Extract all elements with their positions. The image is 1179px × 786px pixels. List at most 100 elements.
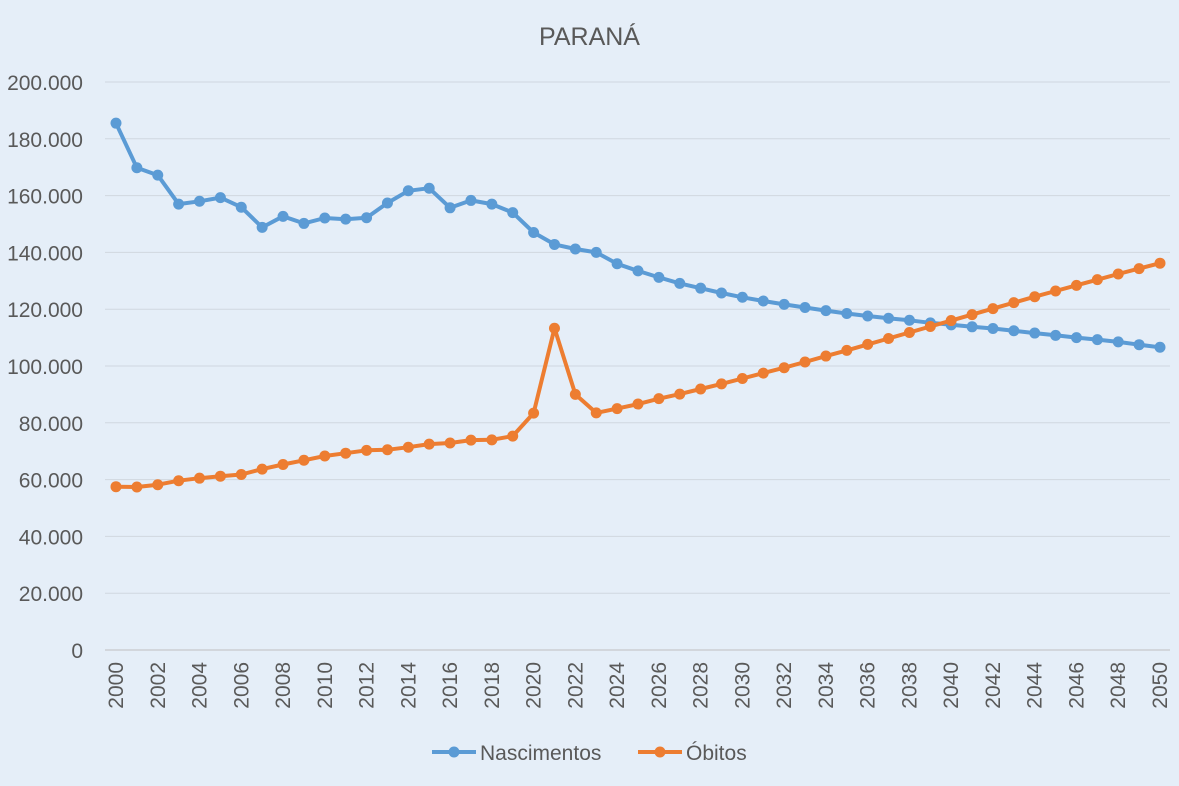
data-point xyxy=(778,298,790,310)
data-point xyxy=(194,472,206,484)
series-óbitos xyxy=(110,257,1166,493)
data-point xyxy=(632,398,644,410)
data-point xyxy=(862,338,874,350)
x-tick-label: 2014 xyxy=(397,662,420,709)
data-point xyxy=(298,454,310,466)
y-tick-label: 80.000 xyxy=(19,413,83,436)
data-point xyxy=(611,403,623,415)
data-point xyxy=(340,447,352,459)
data-point xyxy=(548,322,560,334)
data-point xyxy=(569,243,581,255)
data-point xyxy=(716,378,728,390)
data-point xyxy=(110,117,122,129)
data-point xyxy=(1070,332,1082,344)
data-point xyxy=(528,407,540,419)
data-point xyxy=(1112,336,1124,348)
data-point xyxy=(1091,334,1103,346)
data-point xyxy=(757,367,769,379)
x-tick-label: 2032 xyxy=(773,662,796,709)
data-point xyxy=(465,434,477,446)
legend: Nascimentos Óbitos xyxy=(432,742,747,765)
x-tick-label: 2000 xyxy=(105,662,128,709)
data-point xyxy=(1070,279,1082,291)
data-point xyxy=(883,332,895,344)
x-tick-label: 2016 xyxy=(439,662,462,709)
data-point xyxy=(1050,285,1062,297)
data-point xyxy=(444,202,456,214)
data-point xyxy=(214,192,226,204)
legend-swatch-marker xyxy=(448,746,460,758)
legend-label: Óbitos xyxy=(686,742,747,765)
data-point xyxy=(465,194,477,206)
x-tick-label: 2044 xyxy=(1024,662,1047,709)
data-point xyxy=(152,479,164,491)
data-point xyxy=(820,305,832,317)
data-point xyxy=(590,407,602,419)
chart-title: PARANÁ xyxy=(539,22,640,51)
x-axis-tick-labels: 2000 2002 2004 2006 2008 2010 2012 2014 2016 2018… xyxy=(105,662,1172,709)
x-tick-label: 2040 xyxy=(940,662,963,709)
data-point xyxy=(966,321,978,333)
data-point xyxy=(736,372,748,384)
data-point xyxy=(235,201,247,213)
data-point xyxy=(152,169,164,181)
legend-swatch-marker xyxy=(654,746,666,758)
x-tick-label: 2008 xyxy=(272,662,295,709)
data-point xyxy=(235,468,247,480)
data-point xyxy=(883,312,895,324)
x-tick-label: 2046 xyxy=(1065,662,1088,709)
x-tick-label: 2006 xyxy=(230,662,253,709)
x-tick-label: 2004 xyxy=(189,662,212,709)
data-point xyxy=(736,291,748,303)
data-point xyxy=(381,444,393,456)
data-point xyxy=(486,434,498,446)
data-point xyxy=(632,265,644,277)
data-point xyxy=(298,217,310,229)
x-tick-label: 2026 xyxy=(648,662,671,709)
data-point xyxy=(256,463,268,475)
y-axis-tick-labels: 0 20.000 40.000 60.000 80.000 100.000 120.000 1… xyxy=(7,72,83,663)
data-point xyxy=(319,450,331,462)
data-point xyxy=(214,470,226,482)
data-point xyxy=(319,212,331,224)
data-point xyxy=(507,430,519,442)
data-point xyxy=(1008,297,1020,309)
y-tick-label: 0 xyxy=(71,640,83,663)
series-nascimentos xyxy=(110,117,1166,353)
data-point xyxy=(695,383,707,395)
data-point xyxy=(695,282,707,294)
legend-label: Nascimentos xyxy=(480,742,601,765)
data-point xyxy=(778,362,790,374)
data-point xyxy=(1029,327,1041,339)
data-point xyxy=(131,162,143,174)
x-tick-label: 2002 xyxy=(147,662,170,709)
data-point xyxy=(799,301,811,313)
data-point xyxy=(716,287,728,299)
data-point xyxy=(1050,329,1062,341)
x-tick-label: 2034 xyxy=(815,662,838,709)
data-point xyxy=(653,393,665,405)
data-point xyxy=(903,314,915,326)
legend-item: Nascimentos xyxy=(432,742,601,765)
data-point xyxy=(924,321,936,333)
x-tick-label: 2018 xyxy=(481,662,504,709)
data-point xyxy=(194,195,206,207)
data-point xyxy=(340,213,352,225)
x-tick-label: 2024 xyxy=(606,662,629,709)
data-point xyxy=(611,258,623,270)
data-point xyxy=(757,295,769,307)
y-tick-label: 160.000 xyxy=(7,186,83,209)
y-tick-label: 20.000 xyxy=(19,583,83,606)
data-point xyxy=(444,437,456,449)
x-tick-label: 2050 xyxy=(1149,662,1172,709)
data-point xyxy=(799,356,811,368)
y-tick-label: 180.000 xyxy=(7,129,83,152)
data-point xyxy=(966,309,978,321)
data-point xyxy=(1112,268,1124,280)
x-tick-label: 2020 xyxy=(523,662,546,709)
data-point xyxy=(173,475,185,487)
data-point xyxy=(590,246,602,258)
data-point xyxy=(1154,341,1166,353)
